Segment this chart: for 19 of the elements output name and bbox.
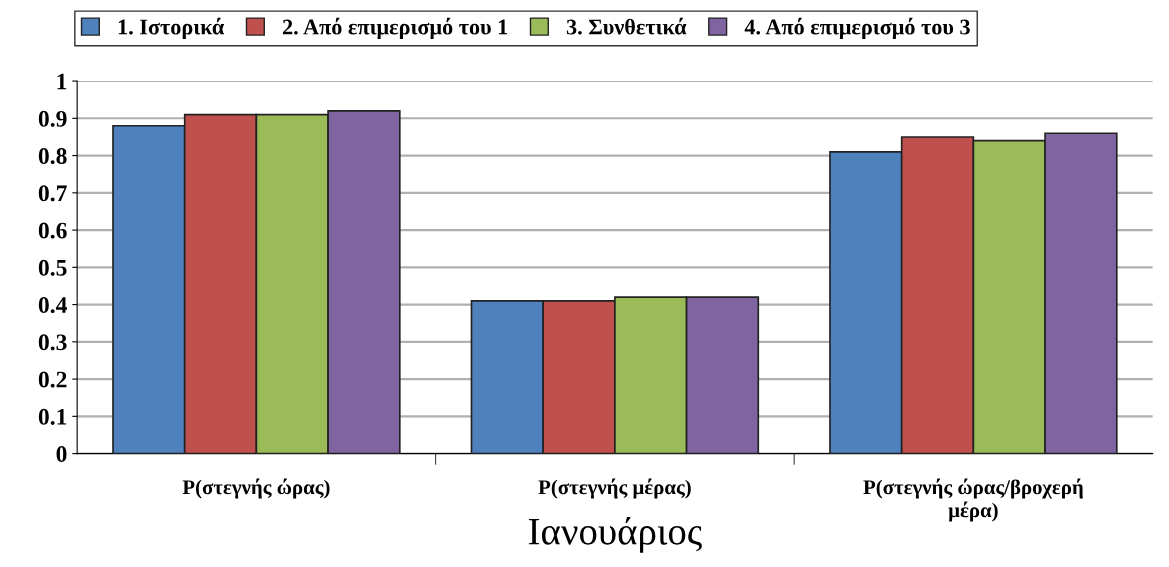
legend-label: 1. Ιστορικά <box>118 17 225 40</box>
y-tick-label: 0.9 <box>38 110 67 127</box>
y-tick-label: 0.4 <box>38 297 67 314</box>
x-tick-label: P(στεγνής ώρας) <box>182 478 330 499</box>
x-tick-label: P(στεγνής ώρας/βροχερή μέρα) <box>863 478 1083 522</box>
legend-label: 4. Από επιμερισμό του 3 <box>744 17 970 40</box>
y-tick-label: 0.6 <box>38 222 67 239</box>
y-tick-label: 0.7 <box>38 185 67 202</box>
y-tick-label: 0.3 <box>38 334 67 351</box>
y-tick-label: 1 <box>57 73 67 90</box>
legend-label: 2. Από επιμερισμό του 1 <box>282 17 508 40</box>
y-tick-label: 0.8 <box>38 148 67 165</box>
y-tick-label: 0.1 <box>38 408 67 425</box>
x-tick-label: P(στεγνής μέρας) <box>538 478 691 499</box>
y-tick-label: 0.2 <box>38 371 67 388</box>
y-tick-label: 0 <box>56 446 67 463</box>
y-tick-label: 0.5 <box>38 259 67 276</box>
x-axis-title: Ιανουάριος <box>528 516 702 553</box>
legend-label: 3. Συνθετικά <box>566 17 687 35</box>
